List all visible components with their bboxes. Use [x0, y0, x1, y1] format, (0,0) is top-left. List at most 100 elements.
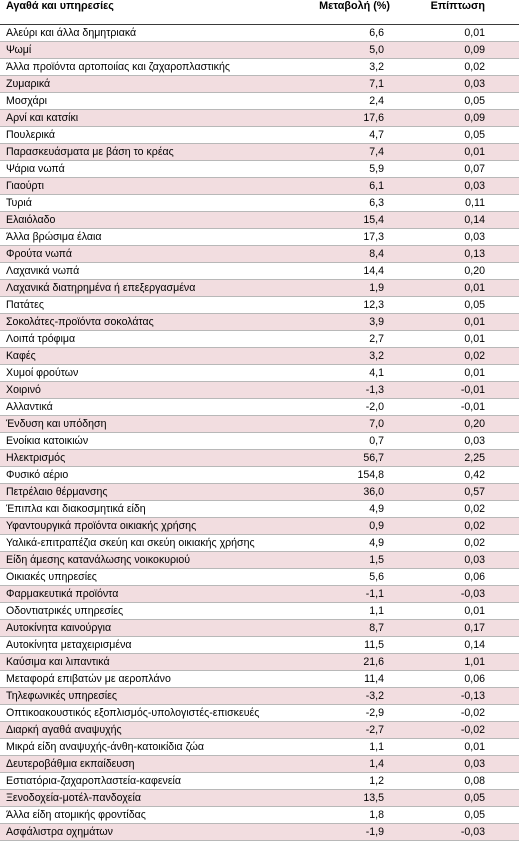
- table-row: Λαχανικά διατηρημένα ή επεξεργασμένα 1,9 0…: [0, 280, 519, 297]
- row-item-label: Αυτοκίνητα καινούργια: [6, 622, 112, 634]
- row-effect-value: 0,09: [464, 44, 485, 56]
- row-item-label: Ενοίκια κατοικιών: [6, 435, 89, 447]
- row-item-label: Δευτεροβάθμια εκπαίδευση: [6, 758, 135, 770]
- row-item-label: Αρνί και κατσίκι: [6, 112, 79, 124]
- table-row: Ένδυση και υπόδηση 7,0 0,20: [0, 416, 519, 433]
- row-change-value: -1,3: [365, 384, 384, 396]
- row-effect-value: 0,01: [464, 146, 485, 158]
- row-effect-value: 0,01: [464, 367, 485, 379]
- table-body: Αλεύρι και άλλα δημητριακά 6,6 0,01 Ψωμί 5,0…: [0, 25, 519, 841]
- row-item-label: Οικιακές υπηρεσίες: [6, 571, 97, 583]
- row-change-value: 1,8: [369, 809, 384, 821]
- row-effect-value: 0,03: [464, 231, 485, 243]
- row-effect-value: 1,01: [464, 656, 485, 668]
- row-effect-value: -0,02: [460, 707, 485, 719]
- row-change-value: 7,4: [369, 146, 384, 158]
- row-item-label: Πετρέλαιο θέρμανσης: [6, 486, 108, 498]
- table-row: Άλλα προϊόντα αρτοποιίας και ζαχαροπλαστ…: [0, 59, 519, 76]
- row-item-label: Αλεύρι και άλλα δημητριακά: [6, 27, 137, 39]
- row-item-label: Καφές: [6, 350, 36, 362]
- row-effect-value: 0,05: [464, 129, 485, 141]
- table-row: Άλλα είδη ατομικής φροντίδας 1,8 0,05: [0, 807, 519, 824]
- row-item-label: Ελαιόλαδο: [6, 214, 56, 226]
- row-effect-value: 0,02: [464, 503, 485, 515]
- row-item-label: Λαχανικά διατηρημένα ή επεξεργασμένα: [6, 282, 196, 294]
- row-change-value: 3,2: [369, 350, 384, 362]
- table-row: Φυσικό αέριο 154,8 0,42: [0, 467, 519, 484]
- row-effect-value: 0,05: [464, 299, 485, 311]
- table-row: Παρασκευάσματα με βάση το κρέας 7,4 0,01: [0, 144, 519, 161]
- row-item-label: Μοσχάρι: [6, 95, 48, 107]
- table-row: Αλεύρι και άλλα δημητριακά 6,6 0,01: [0, 25, 519, 42]
- row-change-value: 15,4: [363, 214, 384, 226]
- row-item-label: Διαρκή αγαθά αναψυχής: [6, 724, 122, 736]
- row-effect-value: 0,57: [464, 486, 485, 498]
- row-effect-value: 0,03: [464, 758, 485, 770]
- row-item-label: Πουλερικά: [6, 129, 56, 141]
- row-effect-value: 0,03: [464, 435, 485, 447]
- table-row: Τηλεφωνικές υπηρεσίες -3,2 -0,13: [0, 688, 519, 705]
- table-row: Μοσχάρι 2,4 0,05: [0, 93, 519, 110]
- row-item-label: Φυσικό αέριο: [6, 469, 69, 481]
- row-change-value: 17,6: [363, 112, 384, 124]
- row-effect-value: 0,09: [464, 112, 485, 124]
- row-change-value: 0,9: [369, 520, 384, 532]
- row-item-label: Υφαντουργικά προϊόντα οικιακής χρήσης: [6, 520, 197, 532]
- table-row: Οδοντιατρικές υπηρεσίες 1,1 0,01: [0, 603, 519, 620]
- header-item: Αγαθά και υπηρεσίες: [6, 0, 114, 12]
- table-row: Αυτοκίνητα μεταχειρισμένα 11,5 0,14: [0, 637, 519, 654]
- row-effect-value: 0,11: [465, 197, 485, 209]
- row-change-value: 6,1: [369, 180, 384, 192]
- row-change-value: 13,5: [363, 792, 384, 804]
- row-change-value: 1,2: [369, 775, 384, 787]
- row-effect-value: 0,03: [464, 554, 485, 566]
- row-effect-value: -0,03: [460, 588, 485, 600]
- row-effect-value: -0,01: [460, 384, 485, 396]
- row-item-label: Ψωμί: [6, 44, 32, 56]
- row-change-value: 4,1: [369, 367, 384, 379]
- row-change-value: 4,7: [369, 129, 384, 141]
- table-row: Αρνί και κατσίκι 17,6 0,09: [0, 110, 519, 127]
- row-item-label: Σοκολάτες-προϊόντα σοκολάτας: [6, 316, 154, 328]
- table-row: Φρούτα νωπά 8,4 0,13: [0, 246, 519, 263]
- row-item-label: Ξενοδοχεία-μοτέλ-πανδοχεία: [6, 792, 142, 804]
- table-row: Άλλα βρώσιμα έλαια 17,3 0,03: [0, 229, 519, 246]
- row-item-label: Αλλαντικά: [6, 401, 53, 413]
- table-row: Υφαντουργικά προϊόντα οικιακής χρήσης 0,9…: [0, 518, 519, 535]
- table-row: Αλλαντικά -2,0 -0,01: [0, 399, 519, 416]
- row-effect-value: 0,06: [464, 673, 485, 685]
- table-row: Ζυμαρικά 7,1 0,03: [0, 76, 519, 93]
- row-effect-value: 0,01: [464, 27, 485, 39]
- row-item-label: Πατάτες: [6, 299, 44, 311]
- table-row: Μεταφορά επιβατών με αεροπλάνο 11,4 0,06: [0, 671, 519, 688]
- row-change-value: 154,8: [357, 469, 384, 481]
- row-effect-value: 0,05: [464, 809, 485, 821]
- row-change-value: -2,9: [365, 707, 384, 719]
- row-effect-value: 2,25: [464, 452, 485, 464]
- row-item-label: Άλλα είδη ατομικής φροντίδας: [6, 809, 146, 821]
- row-effect-value: 0,02: [464, 350, 485, 362]
- row-change-value: 36,0: [363, 486, 384, 498]
- row-item-label: Καύσιμα και λιπαντικά: [6, 656, 110, 668]
- table-row: Σοκολάτες-προϊόντα σοκολάτας 3,9 0,01: [0, 314, 519, 331]
- table-row: Καύσιμα και λιπαντικά 21,6 1,01: [0, 654, 519, 671]
- row-change-value: 7,1: [369, 78, 384, 90]
- row-change-value: 1,5: [369, 554, 384, 566]
- row-change-value: 2,4: [369, 95, 384, 107]
- row-item-label: Λαχανικά νωπά: [6, 265, 80, 277]
- row-item-label: Τυριά: [6, 197, 32, 209]
- row-item-label: Ψάρια νωπά: [6, 163, 65, 175]
- row-change-value: -1,1: [365, 588, 384, 600]
- row-item-label: Άλλα προϊόντα αρτοποιίας και ζαχαροπλαστ…: [6, 61, 230, 73]
- row-item-label: Υαλικά-επιτραπέζια σκεύη και σκεύη οικια…: [6, 537, 255, 549]
- row-effect-value: 0,01: [464, 333, 485, 345]
- row-effect-value: 0,01: [464, 282, 485, 294]
- table-row: Γιαούρτι 6,1 0,03: [0, 178, 519, 195]
- row-item-label: Εστιατόρια-ζαχαροπλαστεία-καφενεία: [6, 775, 182, 787]
- row-item-label: Είδη άμεσης κατανάλωσης νοικοκυριού: [6, 554, 191, 566]
- row-effect-value: 0,20: [464, 265, 485, 277]
- row-change-value: 1,4: [369, 758, 384, 770]
- table-row: Αυτοκίνητα καινούργια 8,7 0,17: [0, 620, 519, 637]
- row-item-label: Ζυμαρικά: [6, 78, 51, 90]
